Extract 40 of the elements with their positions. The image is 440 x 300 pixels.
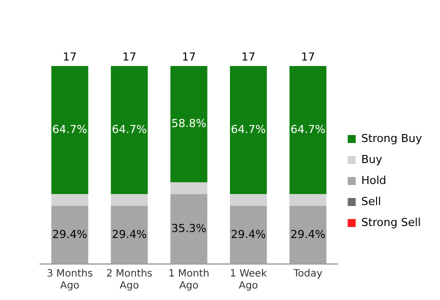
data-label: 64.7%	[52, 122, 88, 136]
data-label: 29.4%	[290, 228, 326, 241]
x-tick-label: 1 Week Ago	[230, 268, 268, 292]
legend-label: Strong Buy	[361, 132, 422, 145]
x-tick-label: Today	[292, 268, 322, 280]
bar	[110, 66, 148, 194]
bar	[51, 206, 88, 264]
bar	[110, 194, 148, 206]
bar	[230, 66, 267, 194]
bar	[170, 182, 208, 194]
bar	[51, 66, 88, 194]
bar	[170, 66, 208, 182]
data-label: 64.7%	[112, 122, 147, 136]
bar	[110, 206, 148, 264]
annotation: 17	[62, 50, 77, 64]
legend-label: Hold	[361, 174, 386, 187]
annotation: 17	[122, 50, 136, 64]
data-label: 29.4%	[52, 228, 88, 241]
bar	[230, 194, 267, 206]
data-label: 35.3%	[171, 222, 206, 235]
x-tick-label: 2 Months Ago	[106, 268, 152, 292]
data-label: 29.4%	[112, 228, 147, 241]
x-tick-label: 1 Month Ago	[168, 268, 210, 292]
bar	[51, 194, 88, 206]
annotation: 17	[300, 50, 315, 64]
legend-label: Sell	[361, 194, 382, 208]
legend-label: Strong Sell	[361, 216, 421, 229]
x-tick-label: 3 Months Ago	[46, 268, 93, 292]
bar	[170, 194, 208, 264]
bar	[289, 206, 326, 264]
annotation: 17	[182, 50, 196, 64]
data-label: 64.7%	[230, 122, 266, 136]
bar	[230, 206, 267, 264]
data-label: 58.8%	[171, 117, 206, 130]
legend-label: Buy	[361, 152, 383, 166]
bar	[289, 66, 326, 194]
annotation: 17	[241, 50, 256, 64]
bar	[289, 194, 326, 206]
data-label: 64.7%	[290, 122, 326, 136]
data-label: 29.4%	[230, 228, 266, 241]
